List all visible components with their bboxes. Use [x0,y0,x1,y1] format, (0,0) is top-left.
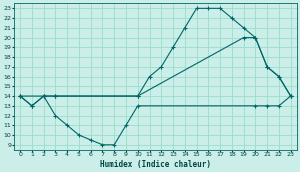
X-axis label: Humidex (Indice chaleur): Humidex (Indice chaleur) [100,159,211,169]
